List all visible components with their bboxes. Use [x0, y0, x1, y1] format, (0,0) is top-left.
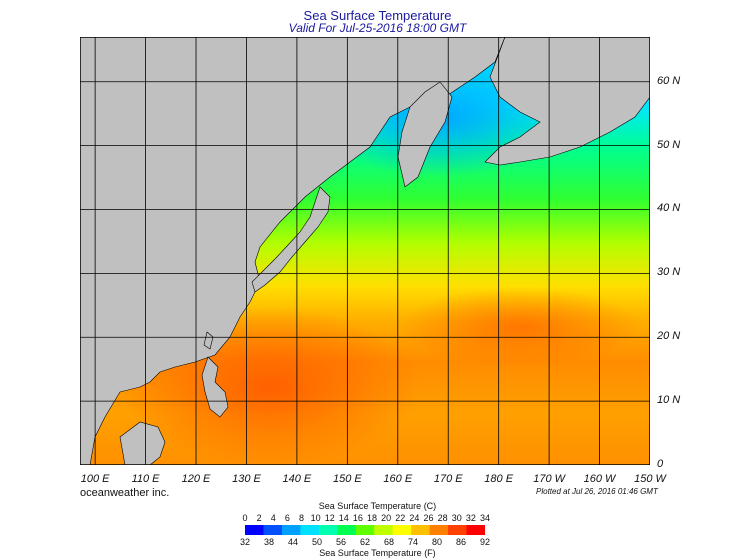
latitude-label: 20 N: [657, 330, 681, 343]
color-swatch: [281, 525, 301, 535]
longitude-label: 150 W: [634, 473, 666, 485]
celsius-tick: 28: [437, 513, 448, 523]
land-philippines: [201, 356, 229, 418]
longitude-label: 120 E: [181, 473, 211, 485]
color-swatch: [448, 525, 468, 535]
credit-text: oceanweather inc.: [80, 487, 170, 499]
fahrenheit-tick: 80: [431, 537, 443, 547]
celsius-tick: 34: [479, 513, 491, 523]
map-title: Sea Surface Temperature: [303, 8, 452, 23]
fahrenheit-tick: 62: [359, 537, 371, 547]
color-swatch: [411, 525, 431, 535]
celsius-tick: 12: [324, 513, 335, 523]
longitude-label: 130 E: [232, 473, 261, 485]
color-swatch: [374, 525, 394, 535]
longitude-label: 140 E: [282, 473, 312, 485]
fahrenheit-tick: 50: [311, 537, 323, 547]
fahrenheit-tick: 68: [383, 537, 395, 547]
fahrenheit-tick: 92: [479, 537, 491, 547]
celsius-tick: 30: [451, 513, 462, 523]
celsius-tick: 16: [352, 513, 363, 523]
celsius-tick: 32: [465, 513, 476, 523]
longitude-label: 180 E: [484, 473, 514, 485]
fahrenheit-tick: 86: [455, 537, 467, 547]
celsius-tick: 14: [338, 513, 349, 523]
land-borneo: [119, 421, 166, 465]
land-alaska: [484, 37, 650, 166]
plotted-timestamp: Plotted at Jul 26, 2016 01:46 GMT: [536, 487, 658, 496]
celsius-tick: 4: [270, 513, 276, 523]
color-scale-bar: [245, 525, 485, 535]
latitude-label: 10 N: [657, 394, 681, 407]
color-swatch: [392, 525, 412, 535]
celsius-tick: 6: [284, 513, 290, 523]
fahrenheit-tick: 32: [239, 537, 251, 547]
color-swatch: [466, 525, 485, 535]
fahrenheit-tick: 74: [407, 537, 419, 547]
land-taiwan: [203, 331, 214, 350]
color-swatch: [300, 525, 320, 535]
fahrenheit-tick: 44: [287, 537, 299, 547]
color-swatch: [245, 525, 264, 535]
celsius-tick: 18: [367, 513, 378, 523]
color-swatch: [337, 525, 357, 535]
legend-fahrenheit-title: Sea Surface Temperature (F): [319, 548, 436, 558]
celsius-tick: 10: [310, 513, 321, 523]
celsius-tick: 0: [242, 513, 248, 523]
land-japan: [251, 186, 331, 293]
celsius-tick: 22: [395, 513, 406, 523]
longitude-label: 170 W: [533, 473, 566, 485]
color-swatch: [318, 525, 338, 535]
latitude-label: 60 N: [657, 74, 681, 87]
color-swatch: [263, 525, 283, 535]
longitude-label: 150 E: [332, 473, 362, 485]
latitude-label: 40 N: [657, 202, 681, 215]
land-kamchatka: [397, 81, 453, 188]
celsius-tick: 26: [423, 513, 434, 523]
longitude-label: 110 E: [131, 473, 160, 485]
graticule: [80, 37, 650, 465]
sst-map: [80, 37, 650, 465]
color-swatch: [355, 525, 375, 535]
celsius-tick: 20: [381, 513, 392, 523]
warm-pool-east: [400, 287, 640, 367]
fahrenheit-tick: 38: [263, 537, 275, 547]
longitude-label: 160 W: [583, 473, 616, 485]
legend-celsius-title: Sea Surface Temperature (C): [318, 501, 437, 511]
celsius-tick: 2: [256, 513, 262, 523]
color-swatch: [429, 525, 449, 535]
latitude-label: 0: [657, 458, 664, 470]
map-subtitle: Valid For Jul-25-2016 18:00 GMT: [288, 21, 467, 35]
longitude-label: 100 E: [80, 473, 110, 485]
latitude-label: 30 N: [657, 266, 681, 279]
longitude-label: 160 E: [383, 473, 413, 485]
celsius-tick: 8: [298, 513, 304, 523]
fahrenheit-tick: 56: [335, 537, 347, 547]
latitude-label: 50 N: [657, 138, 681, 151]
celsius-tick: 24: [409, 513, 420, 523]
longitude-label: 170 E: [433, 473, 463, 485]
